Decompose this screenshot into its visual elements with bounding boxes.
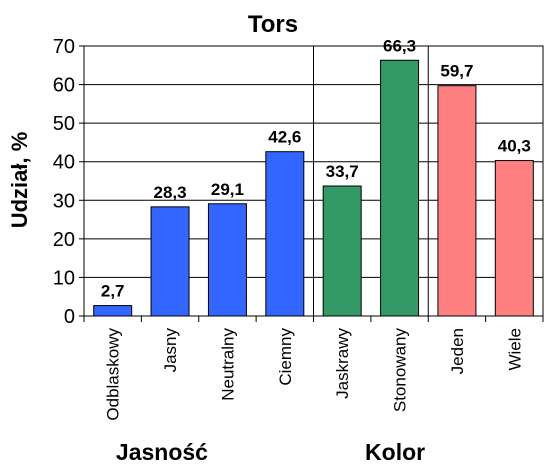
y-tick-label: 30 <box>53 190 75 212</box>
bar-neutralny <box>207 203 247 317</box>
x-tick-label: Jeden <box>448 328 467 374</box>
y-tick-label: 70 <box>53 36 75 58</box>
y-tick-label: 20 <box>53 229 75 251</box>
plot-area-frame <box>83 45 544 317</box>
x-axis-ticks: Odblaskowy Jasny Neutralny Ciemny Jaskrawy St… <box>83 316 544 421</box>
chart-title: Tors <box>248 11 298 38</box>
x-tick-label: Wiele <box>505 328 524 371</box>
bar-jasny <box>150 206 190 317</box>
group-labels: Jasność Kolor <box>116 439 425 465</box>
data-labels: 2,728,3 29,142,633,766,359,740,3 <box>101 36 531 300</box>
y-tick-label: 0 <box>64 306 75 328</box>
bar-ciemny <box>265 151 305 317</box>
data-label: 40,3 <box>498 137 531 156</box>
x-tick-label: Ciemny <box>276 328 295 386</box>
bar-wiele <box>494 160 534 317</box>
group-label: Jasność <box>116 439 208 465</box>
bars <box>93 59 534 317</box>
data-label: 28,3 <box>154 183 187 202</box>
x-tick-label: Neutralny <box>218 328 237 401</box>
data-label: 33,7 <box>326 162 359 181</box>
y-tick-label: 10 <box>53 267 75 289</box>
bar-odblaskowy <box>93 305 133 317</box>
y-tick-label: 50 <box>53 113 75 135</box>
bar-jeden <box>437 85 477 317</box>
x-tick-label: Odblaskowy <box>104 328 123 421</box>
bar-stonowany <box>380 59 420 317</box>
bar-jaskrawy <box>322 185 362 317</box>
data-label: 2,7 <box>101 282 125 301</box>
x-tick-label: Jasny <box>161 328 180 373</box>
data-label: 29,1 <box>211 180 244 199</box>
data-label: 59,7 <box>440 62 473 81</box>
data-label: 42,6 <box>268 128 301 147</box>
y-tick-label: 60 <box>53 75 75 97</box>
y-tick-label: 40 <box>53 152 75 174</box>
group-label: Kolor <box>365 439 425 465</box>
y-axis-label: Udział, % <box>7 132 32 229</box>
x-tick-label: Stonowany <box>391 328 410 413</box>
y-axis-ticks: 0 10 20 30 40 50 60 70 <box>53 36 84 328</box>
x-tick-label: Jaskrawy <box>333 328 352 399</box>
group-separators <box>313 46 429 316</box>
